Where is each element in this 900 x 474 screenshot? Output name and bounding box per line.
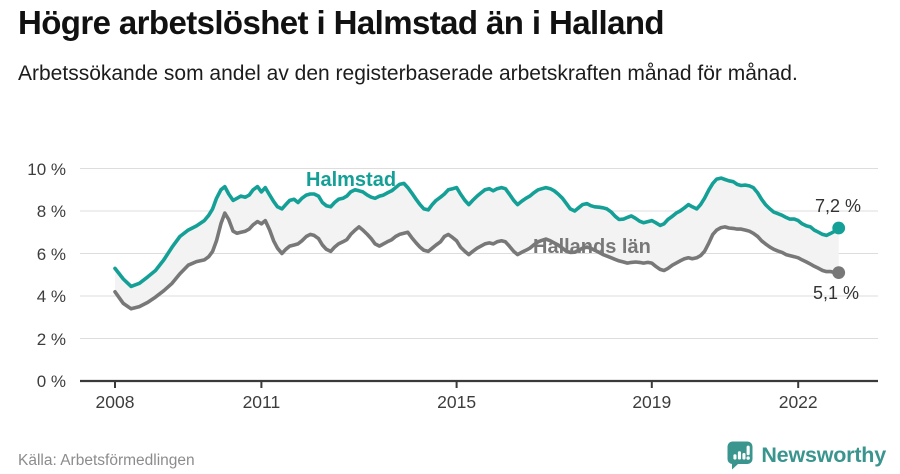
newsworthy-logo[interactable]: Newsworthy	[727, 440, 886, 470]
series-label-halmstad: Halmstad	[306, 169, 397, 191]
x-tick-label: 2011	[242, 392, 281, 412]
x-tick-label: 2015	[437, 392, 477, 412]
end-value-halmstad: 7,2 %	[815, 196, 862, 216]
x-tick-label: 2022	[778, 392, 818, 412]
newsworthy-speech-bubble-icon	[727, 441, 753, 470]
y-tick-label: 4 %	[36, 287, 66, 306]
x-tick-label: 2008	[95, 392, 135, 412]
y-tick-label: 2 %	[36, 329, 66, 349]
end-value-hallands-lan: 5,1 %	[813, 283, 860, 303]
page-subtitle: Arbetssökande som andel av den registerb…	[18, 62, 798, 85]
page-title: Högre arbetslöshet i Halmstad än i Halla…	[18, 4, 665, 41]
source-note: Källa: Arbetsförmedlingen	[18, 452, 195, 469]
x-tick-label: 2019	[632, 392, 672, 412]
series-label-hallands-lan: Hallands län	[533, 236, 651, 258]
y-tick-label: 8 %	[36, 202, 66, 221]
y-tick-label: 0 %	[36, 372, 66, 391]
newsworthy-logo-text: Newsworthy	[761, 442, 886, 467]
y-tick-label: 6 %	[36, 244, 66, 264]
y-tick-label: 10 %	[27, 159, 66, 179]
